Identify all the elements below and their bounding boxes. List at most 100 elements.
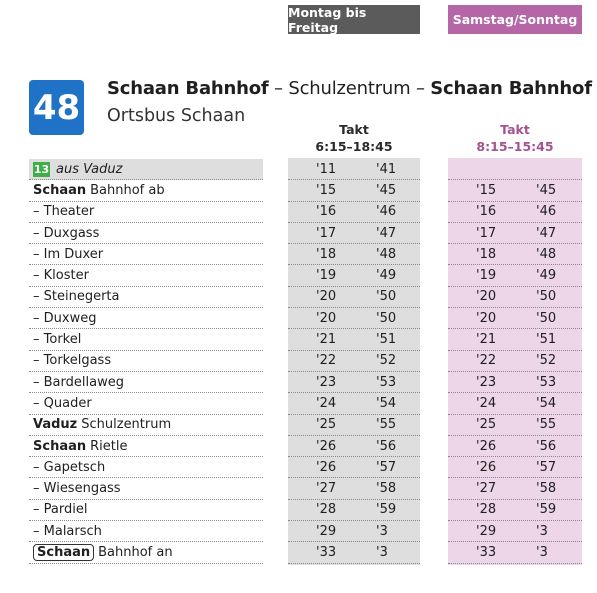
stop-town: Schaan <box>33 182 87 198</box>
route-from: Schaan Bahnhof <box>107 78 269 99</box>
departure-minute: '33 <box>476 545 497 561</box>
departure-minute: '18 <box>476 246 497 262</box>
stop-town: Schaan <box>33 438 87 454</box>
timetable-row: – Steinegerta '20 '50 '20 '50 <box>29 287 582 309</box>
stop-name: – Duxweg <box>29 308 263 330</box>
departure-minute: '19 <box>476 268 497 284</box>
stop-name: – Kloster <box>29 266 263 287</box>
departure-minute: '33 <box>316 545 337 561</box>
route-number-badge: 48 <box>29 80 84 135</box>
departure-minute: '58 <box>536 481 557 497</box>
weekday-times: '18 '48 <box>288 244 420 266</box>
departure-minute: '51 <box>376 332 397 348</box>
weekend-times: '20 '50 <box>448 287 582 309</box>
weekend-times: '25 '55 <box>448 415 582 436</box>
departure-minute: '55 <box>376 417 397 433</box>
timetable-row: – Gapetsch '26 '57 '26 '57 <box>29 457 582 479</box>
departure-minute: '46 <box>376 204 397 220</box>
departure-minute: '49 <box>376 268 397 284</box>
weekday-column-header: Takt 6:15–18:45 <box>288 121 420 155</box>
stop-name: – Torkel <box>29 329 263 351</box>
departure-minute: '45 <box>536 182 557 198</box>
route-sep-2: – <box>410 78 431 99</box>
departure-minute: '25 <box>476 417 497 433</box>
weekday-times: '16 '46 <box>288 202 420 223</box>
timetable-row: – Bardellaweg '23 '53 '23 '53 <box>29 372 582 394</box>
weekday-times: '25 '55 <box>288 415 420 436</box>
connection-row: 13 aus Vaduz '11 '41 <box>29 159 582 181</box>
timetable-row: – Quader '24 '54 '24 '54 <box>29 393 582 415</box>
weekday-times: '11 '41 <box>288 159 420 181</box>
stop-label: – Quader <box>33 395 92 411</box>
weekday-times: '15 '45 <box>288 180 420 202</box>
departure-minute: '56 <box>376 438 397 454</box>
departure-minute: '29 <box>476 523 497 539</box>
stop-name: – Bardellaweg <box>29 372 263 394</box>
tab-weekday[interactable]: Montag bis Freitag <box>288 5 420 35</box>
stop-label: – Wiesengass <box>33 481 121 497</box>
weekday-times: '24 '54 <box>288 393 420 415</box>
weekday-column-background <box>288 158 420 565</box>
departure-minute: '23 <box>476 374 497 390</box>
stop-name: Schaan Bahnhof an <box>29 542 263 564</box>
departure-minute: '18 <box>316 246 337 262</box>
departure-minute: '47 <box>536 225 557 241</box>
weekend-times <box>448 159 582 181</box>
departure-minute: '26 <box>316 438 337 454</box>
departure-minute: '20 <box>316 289 337 305</box>
stop-label: – Duxgass <box>33 225 100 241</box>
stop-label: Bahnhof an <box>98 545 173 561</box>
timetable-row: Schaan Rietle '26 '56 '26 '56 <box>29 436 582 458</box>
weekend-times: '24 '54 <box>448 393 582 415</box>
timetable-row: – Pardiel '28 '59 '28 '59 <box>29 500 582 522</box>
weekend-times: '27 '58 <box>448 479 582 500</box>
departure-minute: '20 <box>476 289 497 305</box>
departure-minute: '45 <box>376 182 397 198</box>
weekday-times: '26 '56 <box>288 436 420 458</box>
route-title: Schaan Bahnhof – Schulzentrum – Schaan B… <box>107 78 592 99</box>
stop-label: – Gapetsch <box>33 459 106 475</box>
weekend-times: '22 '52 <box>448 351 582 372</box>
departure-minute: '27 <box>476 481 497 497</box>
departure-minute: '28 <box>316 502 337 518</box>
route-via: Schulzentrum <box>288 78 411 99</box>
stop-name: – Im Duxer <box>29 244 263 266</box>
timetable-row: – Kloster '19 '49 '19 '49 <box>29 266 582 287</box>
weekend-times: '29 '3 <box>448 521 582 543</box>
weekend-takt-time: 8:15–15:45 <box>476 139 554 154</box>
departure-minute: '3 <box>536 523 548 539</box>
departure-minute: '26 <box>476 459 497 475</box>
departure-minute: '51 <box>536 332 557 348</box>
stop-name: – Duxgass <box>29 223 263 245</box>
departure-minute: '28 <box>476 502 497 518</box>
weekend-times: '19 '49 <box>448 266 582 287</box>
stop-name: – Wiesengass <box>29 479 263 500</box>
weekend-takt-label: Takt <box>500 122 530 137</box>
stop-label: – Im Duxer <box>33 246 104 262</box>
weekend-times: '26 '57 <box>448 457 582 479</box>
weekend-times: '18 '48 <box>448 244 582 266</box>
stop-name: Schaan Rietle <box>29 436 263 458</box>
departure-minute: '59 <box>536 502 557 518</box>
stop-label: Rietle <box>90 438 128 454</box>
weekday-times: '33 '3 <box>288 542 420 564</box>
weekday-times: '21 '51 <box>288 329 420 351</box>
stop-label: Schulzentrum <box>81 417 172 433</box>
weekday-times: '23 '53 <box>288 372 420 394</box>
departure-minute: '49 <box>536 268 557 284</box>
departure-minute: '47 <box>376 225 397 241</box>
stop-name: – Gapetsch <box>29 457 263 479</box>
tab-weekend[interactable]: Samstag/Sonntag <box>448 5 582 34</box>
stop-label: – Pardiel <box>33 502 88 518</box>
departure-minute: '3 <box>536 545 548 561</box>
stop-label: – Torkel <box>33 332 82 348</box>
departure-minute: '55 <box>536 417 557 433</box>
weekend-times: '28 '59 <box>448 500 582 522</box>
stop-label: – Duxweg <box>33 310 97 326</box>
departure-minute: '3 <box>376 523 388 539</box>
weekday-takt-label: Takt <box>339 122 369 137</box>
timetable-row: – Torkelgass '22 '52 '22 '52 <box>29 351 582 372</box>
timetable-row: – Duxweg '20 '50 '20 '50 <box>29 308 582 330</box>
timetable-row: – Wiesengass '27 '58 '27 '58 <box>29 479 582 500</box>
departure-minute: '57 <box>376 459 397 475</box>
